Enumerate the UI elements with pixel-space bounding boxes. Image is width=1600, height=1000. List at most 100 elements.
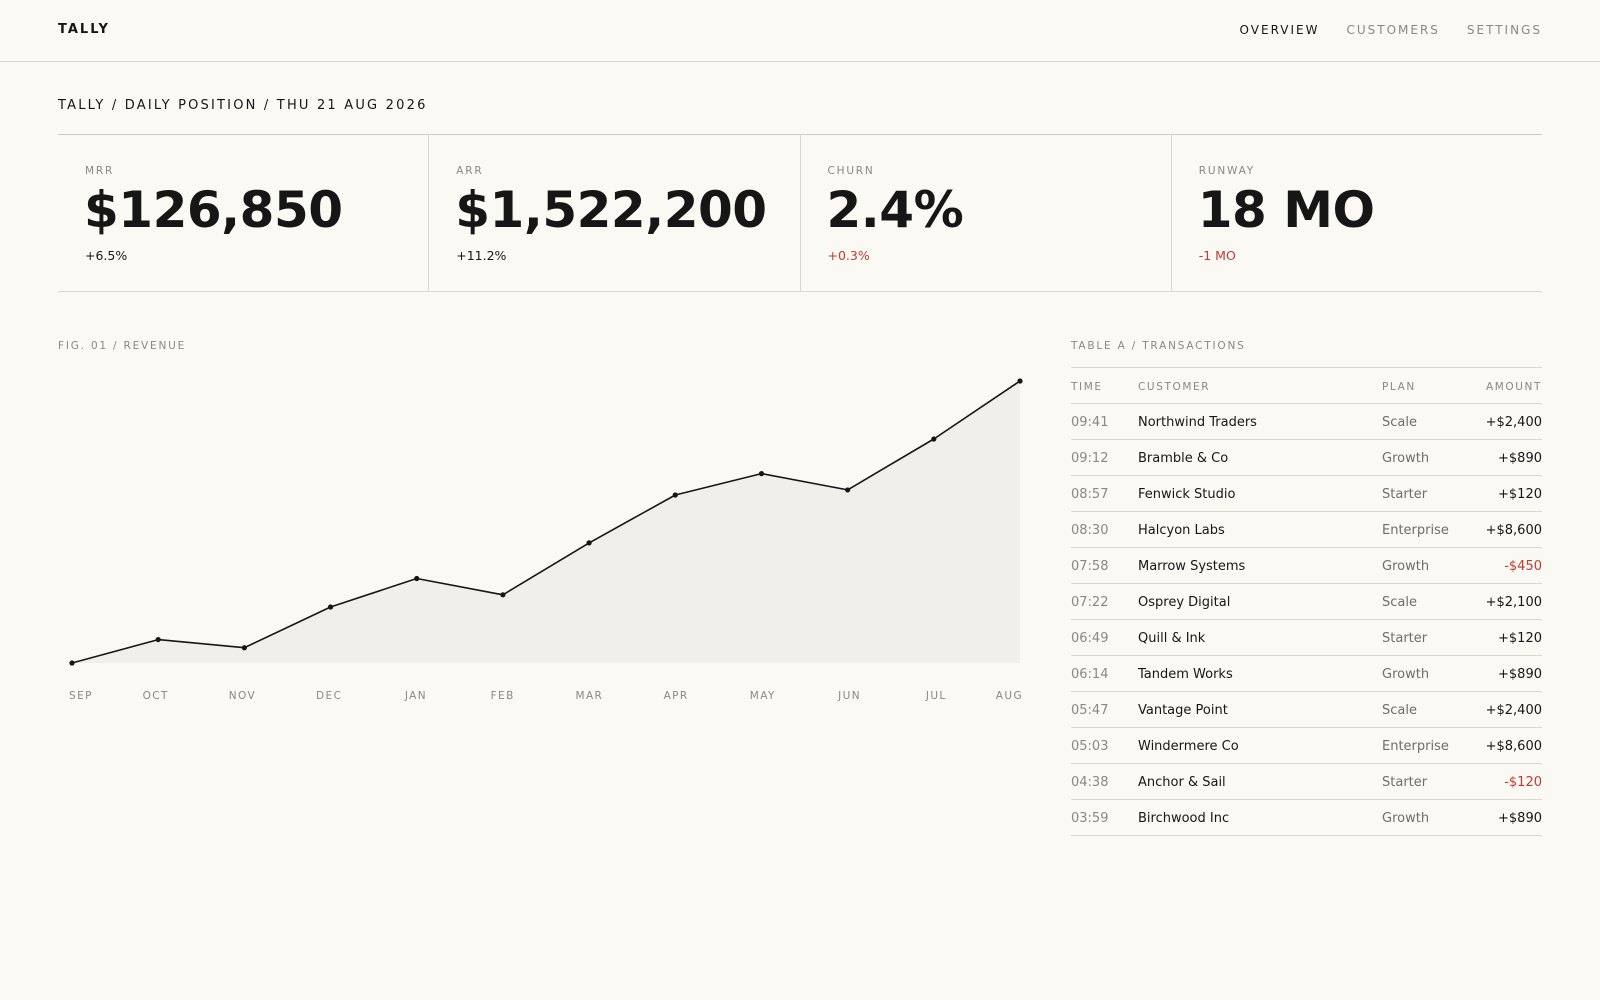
cell-plan: Starter	[1382, 631, 1428, 646]
nav-settings[interactable]: SETTINGS	[1466, 23, 1542, 37]
cell-customer: Halcyon Labs	[1138, 523, 1225, 538]
cell-plan: Growth	[1382, 559, 1430, 574]
data-point-jul	[931, 436, 937, 442]
cell-plan: Scale	[1382, 703, 1417, 718]
cell-time: 08:57	[1071, 487, 1109, 502]
data-point-nov	[241, 645, 247, 651]
cell-customer: Windermere Co	[1138, 739, 1239, 754]
x-tick-label: MAY	[750, 690, 776, 702]
column-header-time[interactable]: TIME	[1071, 381, 1103, 393]
data-point-feb	[500, 592, 506, 598]
chart-points	[69, 378, 1023, 666]
cell-time: 09:41	[1071, 415, 1109, 430]
table-row[interactable]: 03:59 Birchwood Inc Growth +$890	[1071, 800, 1542, 836]
x-tick-label: FEB	[491, 690, 515, 702]
cell-plan: Scale	[1382, 415, 1417, 430]
table-row[interactable]: 09:41 Northwind Traders Scale +$2,400	[1071, 404, 1542, 440]
cell-plan: Enterprise	[1382, 523, 1449, 538]
kpi-delta: -1 MO	[1198, 248, 1236, 263]
cell-amount: +$890	[1498, 451, 1542, 466]
kpi-card-mrr: MRR $126,850 +6.5%	[58, 135, 428, 291]
kpi-strip: MRR $126,850 +6.5% ARR $1,522,200 +11.2%…	[58, 134, 1542, 292]
transactions-table: TIME CUSTOMER PLAN AMOUNT 09:41 Northwin…	[1071, 367, 1542, 836]
table-title: TABLE A / TRANSACTIONS	[1071, 340, 1246, 352]
nav-customers[interactable]: CUSTOMERS	[1346, 23, 1440, 37]
x-tick-label: DEC	[316, 690, 342, 702]
kpi-card-arr: ARR $1,522,200 +11.2%	[428, 135, 799, 291]
data-point-may	[758, 471, 765, 477]
x-tick-label: JUL	[925, 690, 947, 702]
kpi-value: 18 MO	[1197, 181, 1375, 239]
cell-amount: +$120	[1498, 487, 1542, 502]
kpi-value: 2.4%	[826, 181, 964, 239]
cell-customer: Fenwick Studio	[1138, 487, 1236, 502]
revenue-chart: SEP OCT NOV DEC JAN FEB MAR APR MAY JUN JUL AUG	[69, 378, 1023, 702]
column-header-plan[interactable]: PLAN	[1382, 381, 1416, 393]
top-bar: TALLY OVERVIEW CUSTOMERS SETTINGS	[0, 0, 1600, 62]
table-row[interactable]: 05:03 Windermere Co Enterprise +$8,600	[1071, 728, 1542, 764]
table-row[interactable]: 08:57 Fenwick Studio Starter +$120	[1071, 476, 1542, 512]
cell-amount: +$2,400	[1485, 415, 1542, 430]
data-point-dec	[327, 604, 334, 610]
data-point-oct	[155, 636, 161, 643]
cell-time: 09:12	[1071, 451, 1109, 466]
cell-time: 07:58	[1071, 559, 1109, 574]
data-point-apr	[672, 492, 678, 498]
table-row[interactable]: 07:22 Osprey Digital Scale +$2,100	[1071, 584, 1542, 620]
data-point-sep	[69, 660, 75, 666]
cell-amount: +$2,400	[1485, 703, 1542, 718]
cell-plan: Enterprise	[1382, 739, 1449, 754]
cell-time: 08:30	[1071, 523, 1109, 538]
column-header-amount[interactable]: AMOUNT	[1485, 381, 1542, 393]
table-row[interactable]: 07:58 Marrow Systems Growth -$450	[1071, 548, 1542, 584]
kpi-delta: +6.5%	[85, 248, 128, 263]
kpi-card-churn: CHURN 2.4% +0.3%	[799, 135, 1171, 291]
data-point-jan	[414, 575, 420, 582]
x-tick-label: OCT	[143, 690, 169, 702]
cell-amount: +$2,100	[1485, 595, 1542, 610]
kpi-value: $126,850	[84, 181, 343, 239]
breadcrumb: TALLY / DAILY POSITION / THU 21 AUG 2026	[58, 98, 428, 113]
brand-logo[interactable]: TALLY	[58, 22, 110, 37]
x-tick-label: APR	[664, 690, 689, 702]
kpi-value: $1,522,200	[455, 181, 767, 239]
table-row[interactable]: 04:38 Anchor & Sail Starter -$120	[1071, 764, 1542, 800]
table-row[interactable]: 06:14 Tandem Works Growth +$890	[1071, 656, 1542, 692]
table-row[interactable]: 09:12 Bramble & Co Growth +$890	[1071, 440, 1542, 476]
kpi-delta: +11.2%	[456, 248, 507, 263]
kpi-delta: +0.3%	[827, 248, 870, 263]
chart-title: FIG. 01 / REVENUE	[58, 340, 187, 352]
table-row[interactable]: 08:30 Halcyon Labs Enterprise +$8,600	[1071, 512, 1542, 548]
data-point-jun	[845, 487, 851, 493]
cell-time: 04:38	[1071, 775, 1109, 790]
kpi-label: CHURN	[827, 165, 875, 177]
cell-time: 05:03	[1071, 739, 1109, 754]
data-point-mar	[586, 540, 592, 546]
nav-overview[interactable]: OVERVIEW	[1239, 23, 1320, 37]
cell-amount: +$8,600	[1485, 739, 1542, 754]
table-row[interactable]: 06:49 Quill & Ink Starter +$120	[1071, 620, 1542, 656]
cell-time: 03:59	[1071, 811, 1109, 826]
cell-amount: +$890	[1498, 811, 1542, 826]
cell-customer: Birchwood Inc	[1138, 811, 1230, 826]
x-tick-label: AUG	[996, 690, 1023, 702]
kpi-label: RUNWAY	[1198, 165, 1255, 177]
cell-plan: Growth	[1382, 811, 1430, 826]
kpi-label: MRR	[85, 165, 115, 177]
cell-time: 06:49	[1071, 631, 1109, 646]
cell-plan: Starter	[1382, 775, 1428, 790]
x-tick-label: JUN	[837, 690, 861, 702]
kpi-card-runway: RUNWAY 18 MO -1 MO	[1170, 135, 1542, 291]
column-header-customer[interactable]: CUSTOMER	[1138, 381, 1211, 393]
cell-amount: +$8,600	[1485, 523, 1542, 538]
cell-amount: +$890	[1498, 667, 1542, 682]
cell-amount: -$120	[1504, 775, 1542, 790]
data-point-aug	[1017, 378, 1023, 384]
table-row[interactable]: 05:47 Vantage Point Scale +$2,400	[1071, 692, 1542, 728]
main-nav: OVERVIEW CUSTOMERS SETTINGS	[1240, 23, 1542, 37]
chart-x-axis: SEP OCT NOV DEC JAN FEB MAR APR MAY JUN JUL AUG	[69, 690, 1023, 702]
cell-customer: Bramble & Co	[1138, 451, 1229, 466]
cell-time: 05:47	[1071, 703, 1109, 718]
chart-area-fill	[72, 381, 1020, 663]
cell-time: 07:22	[1071, 595, 1109, 610]
